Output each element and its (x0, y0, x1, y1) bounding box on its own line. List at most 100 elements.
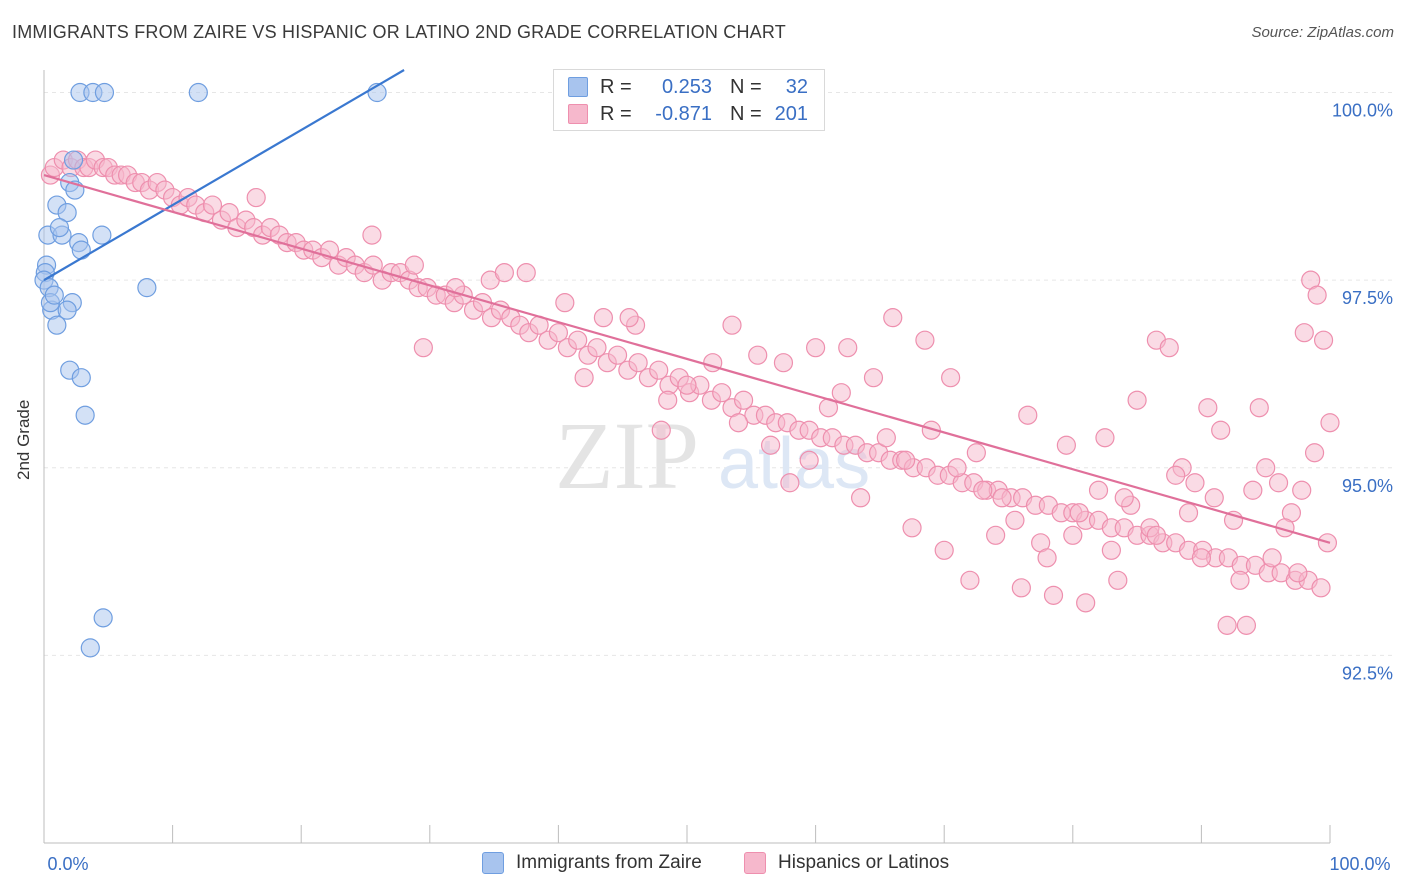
legend-r-value: -0.871 (655, 102, 712, 125)
data-point (188, 82, 208, 103)
y-tick-label: 100.0% (1332, 101, 1393, 121)
data-point (63, 150, 84, 170)
data-point (863, 368, 884, 388)
data-point (57, 300, 77, 320)
data-point (1304, 443, 1325, 463)
y-axis-label: 2nd Grade (14, 399, 33, 480)
legend-swatch-pink (568, 104, 588, 124)
data-point (555, 293, 575, 313)
series-legend: Immigrants from Zaire Hispanics or Latin… (0, 852, 1406, 878)
data-point (1320, 413, 1340, 433)
data-point (1178, 503, 1199, 523)
data-point (651, 420, 671, 440)
data-point (628, 353, 648, 373)
data-point (593, 308, 614, 328)
data-point (568, 330, 588, 350)
data-point (1108, 570, 1128, 590)
axes (43, 70, 1331, 844)
x-tick-label: 0.0% (47, 854, 88, 874)
data-point (1166, 465, 1186, 485)
legend-row-zaire: R = 0.253 N = 32 (568, 74, 808, 100)
data-point (722, 315, 742, 335)
data-point (92, 225, 112, 245)
data-point (1005, 510, 1025, 530)
data-point (1288, 563, 1308, 583)
legend-item-hispanics[interactable]: Hispanics or Latinos (744, 852, 949, 874)
chart-title: IMMIGRANTS FROM ZAIRE VS HISPANIC OR LAT… (12, 22, 786, 42)
data-point (516, 263, 536, 283)
data-point (973, 480, 993, 500)
data-point (896, 450, 916, 470)
data-point (1256, 458, 1276, 478)
data-point (992, 488, 1012, 508)
data-point (658, 390, 678, 410)
data-point (902, 518, 922, 538)
data-point (1159, 338, 1179, 358)
data-point (986, 525, 1006, 545)
data-point (1146, 525, 1166, 545)
tick-labels: 100.0% 97.5% 95.0% 92.5% 0.0% 100.0% (47, 101, 1393, 874)
data-point (49, 218, 70, 238)
legend-swatch-pink (744, 852, 766, 874)
data-point (80, 638, 100, 658)
legend-n-value: 32 (785, 75, 808, 98)
legend-n-label: N = (730, 102, 762, 125)
legend-r-value: 0.253 (661, 75, 712, 98)
legend-r-label: R = (600, 102, 632, 125)
data-point (1236, 615, 1257, 635)
data-point (1230, 570, 1250, 590)
data-point (728, 413, 749, 433)
data-point (1268, 473, 1289, 493)
data-point (1262, 548, 1282, 568)
data-point (876, 428, 896, 448)
trend-line (43, 174, 1331, 544)
data-point (677, 375, 697, 395)
data-point (1056, 435, 1076, 455)
data-point (773, 353, 794, 373)
legend-item-zaire[interactable]: Immigrants from Zaire (482, 852, 702, 874)
data-point (413, 338, 433, 358)
data-point (966, 443, 986, 463)
data-point (1043, 585, 1064, 605)
data-point (1101, 540, 1121, 560)
legend-label-zaire: Immigrants from Zaire (516, 852, 702, 873)
data-point (1294, 323, 1314, 343)
data-point (202, 195, 223, 215)
data-point (947, 458, 967, 478)
data-point (1114, 488, 1134, 508)
watermark: ZIP atlas (555, 402, 870, 509)
data-point (960, 570, 980, 590)
legend-swatch-blue (482, 852, 504, 874)
data-point (1018, 405, 1038, 425)
data-point (75, 405, 95, 425)
data-point (1292, 480, 1312, 500)
y-tick-label: 97.5% (1342, 288, 1393, 308)
legend-row-hispanics: R = -0.871 N = 201 (568, 101, 808, 127)
correlation-legend: R = 0.253 N = 32 R = -0.871 N = 201 (553, 69, 825, 131)
data-point (1011, 578, 1031, 598)
data-point (57, 202, 77, 223)
legend-label-hispanics: Hispanics or Latinos (778, 852, 950, 873)
data-point (1037, 548, 1057, 568)
data-point (607, 345, 628, 365)
data-point (574, 368, 594, 388)
data-point (1311, 578, 1331, 598)
data-point (805, 338, 826, 358)
data-point (1069, 503, 1089, 523)
data-point (1063, 525, 1083, 545)
data-point (1185, 473, 1205, 493)
data-point (1095, 428, 1115, 448)
data-point (748, 345, 768, 365)
data-point (548, 323, 569, 343)
data-point (94, 82, 115, 103)
data-point (838, 338, 858, 358)
y-tick-label: 95.0% (1342, 476, 1393, 496)
data-point (71, 240, 91, 260)
watermark-zip: ZIP (555, 402, 699, 509)
legend-swatch-blue (568, 77, 588, 97)
data-point (760, 435, 781, 455)
data-point (733, 390, 754, 410)
data-point (1307, 285, 1327, 305)
data-point (941, 368, 961, 388)
data-point (1204, 488, 1224, 508)
